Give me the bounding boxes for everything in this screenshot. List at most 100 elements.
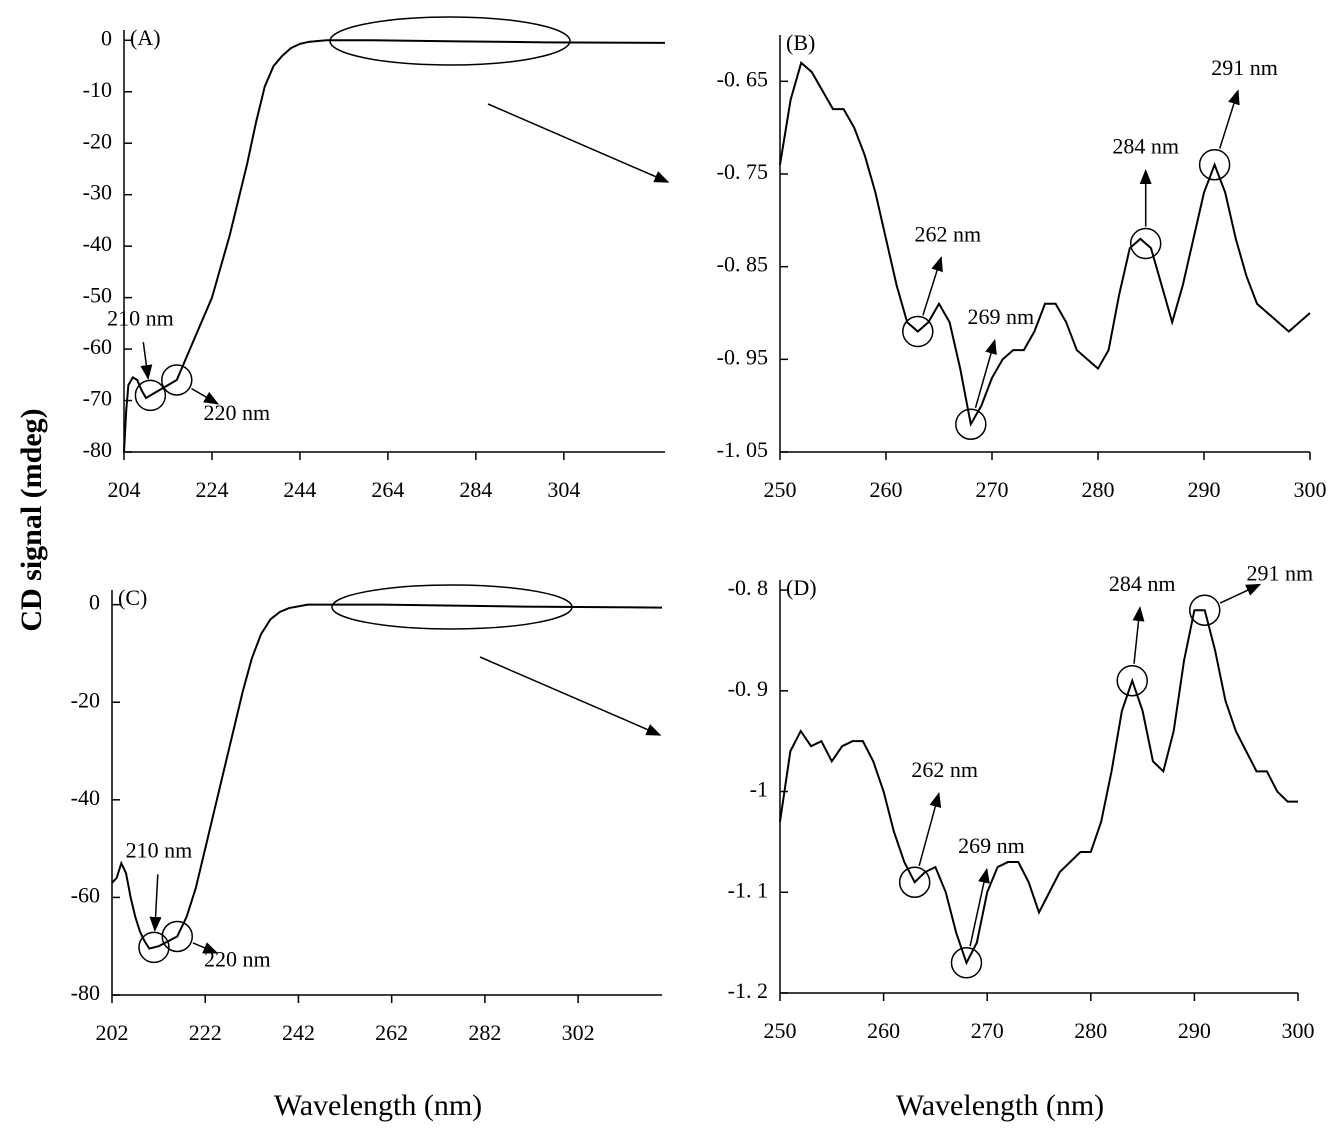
y-tick-label: -50 (83, 283, 112, 308)
axes (779, 580, 1298, 994)
annotation-arrow (149, 874, 162, 932)
x-tick-label: 250 (764, 1018, 797, 1043)
annotation-circle (161, 920, 194, 953)
annotation-label: 269 nm (958, 833, 1025, 858)
y-tick-label: -70 (83, 386, 112, 411)
y-tick-label: -20 (71, 687, 100, 712)
annotation-arrow (192, 942, 219, 954)
y-tick-label: -0. 65 (717, 66, 768, 91)
x-tick-label: 224 (195, 477, 228, 502)
annotation-circle (161, 364, 193, 396)
data-line (123, 39, 666, 453)
panel-label: (A) (130, 25, 161, 50)
annotation-arrow (140, 342, 153, 381)
x-tick-label: 290 (1188, 477, 1221, 502)
annotation-arrow (969, 867, 990, 947)
y-tick-label: -40 (83, 231, 112, 256)
y-tick-label: -30 (83, 180, 112, 205)
zoom-arrow (479, 656, 662, 736)
y-tick-label: -60 (71, 882, 100, 907)
annotation-label: 284 nm (1109, 571, 1176, 596)
panel-label: (C) (118, 585, 147, 610)
y-tick-label: 0 (101, 25, 112, 50)
axes (123, 30, 665, 453)
y-tick-label: -0. 85 (717, 252, 768, 277)
annotation-label: 269 nm (967, 304, 1034, 329)
annotation-label: 210 nm (107, 305, 174, 330)
annotation-circle (950, 947, 983, 979)
x-tick-label: 222 (189, 1020, 222, 1045)
annotation-label: 284 nm (1112, 134, 1179, 159)
annotation-label: 291 nm (1246, 560, 1313, 585)
y-axis-label: CD signal (mdeg) (15, 408, 48, 631)
annotation-arrow (1132, 606, 1145, 664)
y-tick-label: -1 (750, 777, 768, 802)
annotation-arrow (974, 338, 997, 409)
axes (111, 590, 662, 996)
x-tick-label: 290 (1178, 1018, 1211, 1043)
annotation-circle (902, 315, 934, 348)
x-tick-label: 280 (1074, 1018, 1107, 1043)
y-tick-label: -60 (83, 334, 112, 359)
y-tick-label: -0. 75 (717, 159, 768, 184)
y-tick-label: -1. 05 (717, 437, 768, 462)
y-tick-label: -0. 95 (717, 344, 768, 369)
x-tick-label: 302 (562, 1020, 595, 1045)
y-tick-label: 0 (89, 590, 100, 615)
data-line (779, 61, 1311, 428)
annotation-circle (898, 866, 931, 898)
y-tick-label: -10 (83, 77, 112, 102)
y-tick-label: -1. 2 (728, 978, 768, 1003)
zoom-arrow (487, 103, 670, 183)
x-tick-label: 202 (96, 1020, 129, 1045)
x-axis-label: Wavelength (nm) (896, 1089, 1104, 1122)
annotation-circle (1129, 227, 1162, 260)
annotation-label: 262 nm (911, 757, 978, 782)
y-tick-label: -20 (83, 128, 112, 153)
x-tick-label: 264 (371, 477, 404, 502)
x-tick-label: 242 (282, 1020, 315, 1045)
y-tick-label: -80 (83, 437, 112, 462)
panel-label: (B) (786, 30, 815, 55)
annotation-label: 291 nm (1211, 55, 1278, 80)
axes (779, 35, 1310, 453)
annotation-circle (1116, 664, 1148, 697)
annotation-label: 220 nm (203, 400, 270, 425)
x-tick-label: 260 (867, 1018, 900, 1043)
annotation-label: 262 nm (914, 222, 981, 247)
y-tick-label: -0. 9 (728, 676, 768, 701)
x-tick-label: 304 (547, 477, 580, 502)
x-tick-label: 244 (283, 477, 316, 502)
data-line (779, 609, 1298, 966)
annotation-circle (134, 379, 167, 412)
annotation-arrow (1219, 89, 1240, 149)
x-tick-label: 284 (459, 477, 492, 502)
x-axis-label: Wavelength (nm) (274, 1089, 482, 1122)
annotation-label: 220 nm (204, 946, 271, 971)
annotation-circle (1198, 148, 1231, 181)
x-tick-label: 270 (971, 1018, 1004, 1043)
y-tick-label: -40 (71, 785, 100, 810)
annotation-label: 210 nm (126, 837, 193, 862)
x-tick-label: 280 (1082, 477, 1115, 502)
x-tick-label: 250 (764, 477, 797, 502)
annotation-arrow (191, 387, 220, 405)
annotation-circle (955, 408, 987, 440)
annotation-arrow (922, 256, 943, 316)
annotation-arrow (1219, 583, 1262, 604)
y-tick-label: -1. 1 (728, 877, 768, 902)
x-tick-label: 270 (976, 477, 1009, 502)
data-line (111, 603, 663, 950)
annotation-circle (138, 931, 170, 964)
annotation-circle (1189, 594, 1221, 626)
x-tick-label: 300 (1282, 1018, 1315, 1043)
x-tick-label: 300 (1294, 477, 1327, 502)
x-tick-label: 282 (468, 1020, 501, 1045)
x-tick-label: 262 (375, 1020, 408, 1045)
x-tick-label: 260 (870, 477, 903, 502)
y-tick-label: -0. 8 (728, 575, 768, 600)
annotation-arrow (918, 791, 942, 866)
panel-label: (D) (786, 575, 817, 600)
y-tick-label: -80 (71, 980, 100, 1005)
